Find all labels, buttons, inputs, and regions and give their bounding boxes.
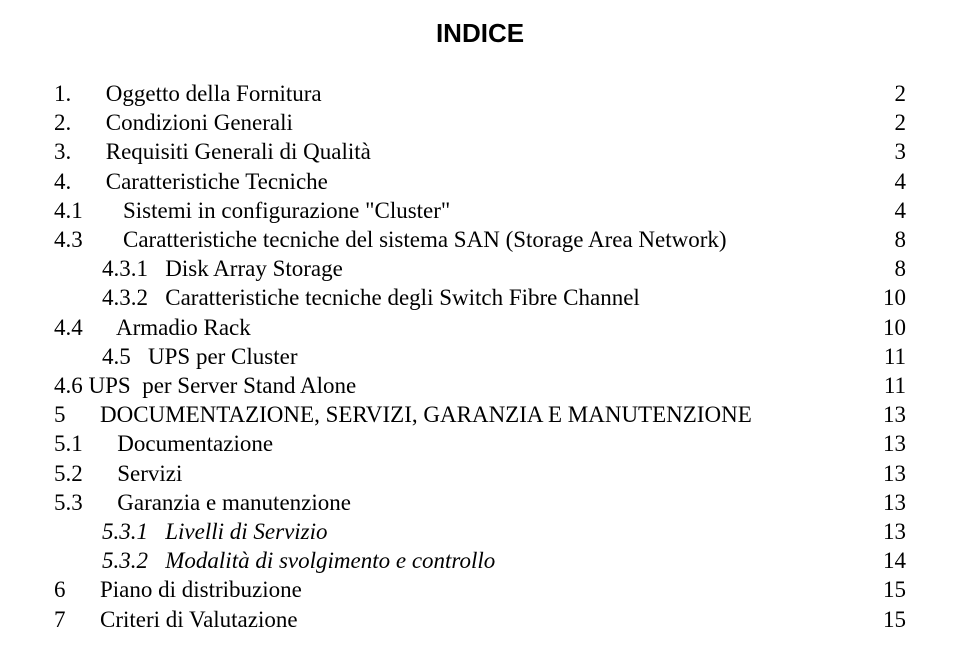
- toc-label: 5.3.2 Modalità di svolgimento e controll…: [54, 546, 495, 575]
- toc-page-number: 13: [867, 429, 906, 458]
- document-page: INDICE 1. Oggetto della Fornitura22. Con…: [0, 0, 960, 634]
- toc-label: 4.4 Armadio Rack: [54, 313, 251, 342]
- toc-label: 1. Oggetto della Fornitura: [54, 79, 322, 108]
- table-of-contents: 1. Oggetto della Fornitura22. Condizioni…: [54, 79, 906, 634]
- toc-page-number: 10: [867, 283, 906, 312]
- toc-row: 5.3.2 Modalità di svolgimento e controll…: [54, 546, 906, 575]
- toc-label: 4.3 Caratteristiche tecniche del sistema…: [54, 225, 727, 254]
- toc-row: 4.3 Caratteristiche tecniche del sistema…: [54, 225, 906, 254]
- toc-page-number: 11: [868, 371, 906, 400]
- toc-page-number: 8: [879, 254, 907, 283]
- toc-row: 4.1 Sistemi in configurazione "Cluster" 4: [54, 196, 906, 225]
- toc-page-number: 8: [879, 225, 907, 254]
- toc-label: 5.3 Garanzia e manutenzione: [54, 488, 351, 517]
- toc-label: 2. Condizioni Generali: [54, 108, 293, 137]
- toc-row: 4. Caratteristiche Tecniche 4: [54, 167, 906, 196]
- toc-row: 4.4 Armadio Rack 10: [54, 313, 906, 342]
- toc-row: 5.3 Garanzia e manutenzione 13: [54, 488, 906, 517]
- toc-row: 6 Piano di distribuzione 15: [54, 575, 906, 604]
- toc-page-number: 14: [867, 546, 906, 575]
- toc-label: 4.3.2 Caratteristiche tecniche degli Swi…: [54, 283, 640, 312]
- toc-label: 5.3.1 Livelli di Servizio: [54, 517, 328, 546]
- toc-row: 4.3.2 Caratteristiche tecniche degli Swi…: [54, 283, 906, 312]
- toc-row: 5.3.1 Livelli di Servizio 13: [54, 517, 906, 546]
- toc-page-number: 15: [867, 575, 906, 604]
- toc-row: 4.5 UPS per Cluster 11: [54, 342, 906, 371]
- toc-page-number: 3: [879, 137, 907, 166]
- toc-label: 5.1 Documentazione: [54, 429, 273, 458]
- toc-label: 4.5 UPS per Cluster: [54, 342, 298, 371]
- toc-label: 3. Requisiti Generali di Qualità: [54, 137, 371, 166]
- toc-label: 5.2 Servizi: [54, 459, 182, 488]
- toc-row: 3. Requisiti Generali di Qualità 3: [54, 137, 906, 166]
- toc-page-number: 13: [867, 400, 906, 429]
- toc-page-number: 4: [879, 167, 907, 196]
- toc-row: 7 Criteri di Valutazione 15: [54, 605, 906, 634]
- toc-row: 2. Condizioni Generali 2: [54, 108, 906, 137]
- toc-page-number: 13: [867, 488, 906, 517]
- toc-row: 4.3.1 Disk Array Storage 8: [54, 254, 906, 283]
- toc-label: 4.1 Sistemi in configurazione "Cluster": [54, 196, 450, 225]
- toc-label: 4.6 UPS per Server Stand Alone: [54, 371, 356, 400]
- toc-page-number: 4: [879, 196, 907, 225]
- toc-row: 5 DOCUMENTAZIONE, SERVIZI, GARANZIA E MA…: [54, 400, 906, 429]
- toc-label: 4. Caratteristiche Tecniche: [54, 167, 328, 196]
- toc-page-number: 11: [868, 342, 906, 371]
- toc-page-number: 13: [867, 517, 906, 546]
- toc-label: 7 Criteri di Valutazione: [54, 605, 298, 634]
- toc-page-number: 2: [879, 79, 907, 108]
- toc-label: 6 Piano di distribuzione: [54, 575, 302, 604]
- toc-page-number: 10: [867, 313, 906, 342]
- toc-page-number: 13: [867, 459, 906, 488]
- toc-row: 5.1 Documentazione 13: [54, 429, 906, 458]
- page-title: INDICE: [54, 18, 906, 49]
- toc-row: 5.2 Servizi 13: [54, 459, 906, 488]
- toc-page-number: 2: [879, 108, 907, 137]
- toc-page-number: 15: [867, 605, 906, 634]
- toc-label: 5 DOCUMENTAZIONE, SERVIZI, GARANZIA E MA…: [54, 400, 752, 429]
- toc-row: 4.6 UPS per Server Stand Alone 11: [54, 371, 906, 400]
- toc-row: 1. Oggetto della Fornitura 2: [54, 79, 906, 108]
- toc-label: 4.3.1 Disk Array Storage: [54, 254, 343, 283]
